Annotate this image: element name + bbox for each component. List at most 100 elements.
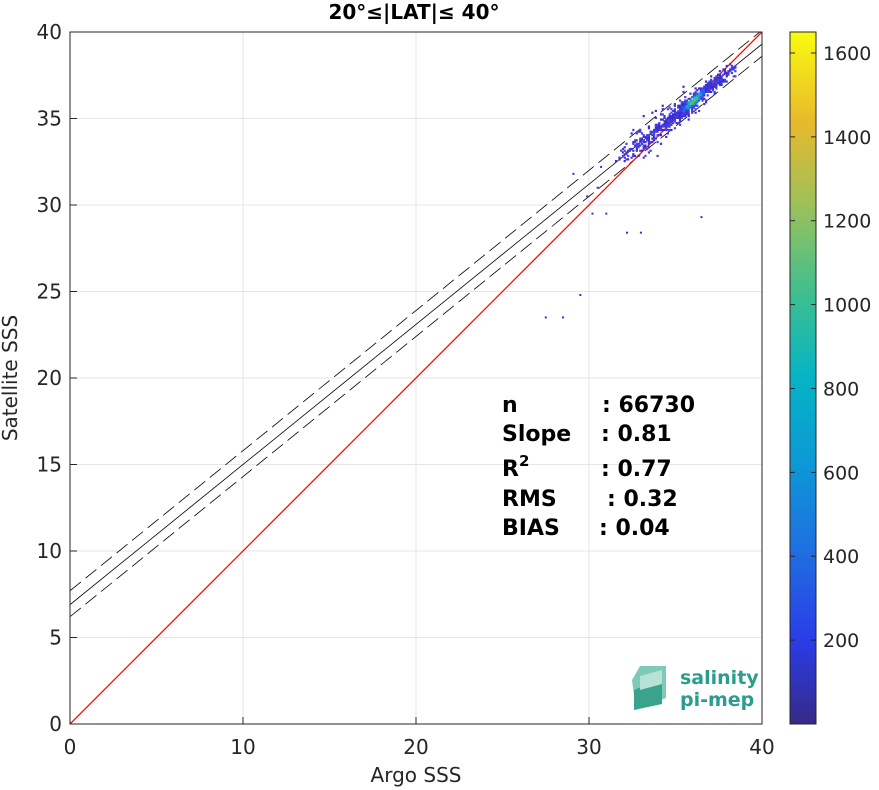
y-tick-label: 5 bbox=[49, 626, 62, 650]
density-cell bbox=[663, 125, 666, 128]
density-cell bbox=[687, 102, 690, 106]
density-cell bbox=[684, 109, 687, 113]
density-cell bbox=[697, 99, 701, 102]
density-cell bbox=[623, 149, 626, 152]
density-cell bbox=[680, 111, 683, 114]
density-cell bbox=[682, 104, 685, 107]
density-cell bbox=[656, 127, 659, 130]
density-cell bbox=[713, 85, 716, 88]
density-cell bbox=[677, 104, 680, 107]
density-cell bbox=[692, 102, 695, 106]
density-cell bbox=[701, 94, 704, 97]
density-cell bbox=[701, 99, 704, 102]
density-cell bbox=[642, 144, 645, 147]
density-cell bbox=[694, 111, 697, 114]
density-cell bbox=[682, 85, 685, 88]
stat-superscript: 2 bbox=[519, 452, 529, 470]
density-cell bbox=[659, 128, 663, 132]
density-cell bbox=[649, 132, 652, 135]
density-cell bbox=[658, 123, 661, 126]
density-cell bbox=[711, 85, 715, 88]
density-cell bbox=[666, 123, 670, 126]
density-cell bbox=[642, 147, 645, 151]
outlier-point bbox=[596, 186, 599, 189]
density-cell bbox=[635, 147, 638, 151]
outlier-point bbox=[579, 293, 582, 296]
density-cell bbox=[684, 104, 687, 107]
density-cell bbox=[668, 106, 671, 109]
density-cell bbox=[722, 80, 725, 83]
density-cell bbox=[653, 135, 656, 138]
density-cell bbox=[672, 118, 675, 121]
density-cell bbox=[653, 130, 656, 133]
density-cell bbox=[635, 139, 638, 142]
outlier-point bbox=[591, 212, 594, 215]
density-cell bbox=[651, 140, 654, 144]
density-cell bbox=[633, 154, 637, 158]
outlier-point bbox=[572, 172, 575, 175]
density-cell bbox=[654, 125, 657, 128]
density-cell bbox=[704, 87, 708, 90]
density-cell bbox=[691, 108, 694, 111]
density-cell bbox=[678, 109, 682, 113]
density-cell bbox=[653, 139, 656, 142]
density-cell bbox=[713, 92, 716, 95]
density-cell bbox=[659, 113, 663, 116]
density-cell bbox=[708, 90, 711, 94]
stat-label: BIAS bbox=[502, 516, 560, 541]
density-cell bbox=[720, 83, 723, 87]
density-cell bbox=[658, 125, 661, 128]
density-cell bbox=[661, 113, 664, 116]
density-cell bbox=[715, 80, 718, 83]
density-cell bbox=[717, 78, 720, 81]
density-cell bbox=[708, 83, 711, 87]
density-cell bbox=[687, 101, 690, 104]
density-cell bbox=[678, 104, 682, 107]
density-cell bbox=[678, 120, 682, 123]
density-cell bbox=[673, 109, 676, 113]
density-cell bbox=[682, 111, 685, 114]
density-cell bbox=[711, 89, 715, 92]
x-tick-label: 40 bbox=[749, 735, 774, 759]
density-cell bbox=[684, 96, 687, 99]
density-cell bbox=[637, 142, 640, 145]
density-cell bbox=[633, 144, 637, 147]
density-cell bbox=[685, 108, 689, 111]
density-cell bbox=[637, 146, 640, 149]
colorbar-ticks: 200 400 600 800 1000 1200 1400 1600 bbox=[790, 43, 871, 652]
density-cell bbox=[678, 123, 682, 126]
density-cell bbox=[704, 90, 708, 94]
outlier-point bbox=[626, 231, 629, 234]
density-cell bbox=[718, 80, 721, 83]
density-cell bbox=[680, 102, 683, 106]
density-cell bbox=[642, 140, 645, 144]
density-cell bbox=[715, 75, 718, 78]
density-cell bbox=[647, 137, 651, 140]
density-cell bbox=[720, 82, 723, 85]
density-cell bbox=[684, 102, 687, 106]
density-cell bbox=[630, 132, 633, 135]
density-cell bbox=[710, 83, 713, 87]
density-cell bbox=[691, 104, 694, 107]
density-cell bbox=[661, 108, 664, 111]
density-cell bbox=[711, 87, 715, 90]
density-cell bbox=[633, 139, 637, 142]
density-cell bbox=[697, 97, 701, 100]
density-cell bbox=[653, 132, 656, 135]
density-cell bbox=[647, 135, 651, 138]
density-cell bbox=[639, 137, 642, 140]
density-cell bbox=[627, 158, 630, 161]
density-cell bbox=[665, 123, 668, 126]
density-cell bbox=[694, 92, 697, 95]
density-cell bbox=[729, 68, 732, 71]
stat-value: : 0.81 bbox=[601, 422, 672, 447]
density-cell bbox=[666, 108, 670, 111]
density-cell bbox=[704, 89, 708, 92]
density-cell bbox=[699, 96, 702, 99]
density-cell bbox=[696, 99, 699, 102]
density-cell bbox=[694, 104, 697, 107]
density-cell bbox=[647, 151, 651, 154]
density-cell bbox=[685, 99, 689, 102]
density-cell bbox=[630, 156, 633, 159]
density-cell bbox=[670, 115, 673, 118]
